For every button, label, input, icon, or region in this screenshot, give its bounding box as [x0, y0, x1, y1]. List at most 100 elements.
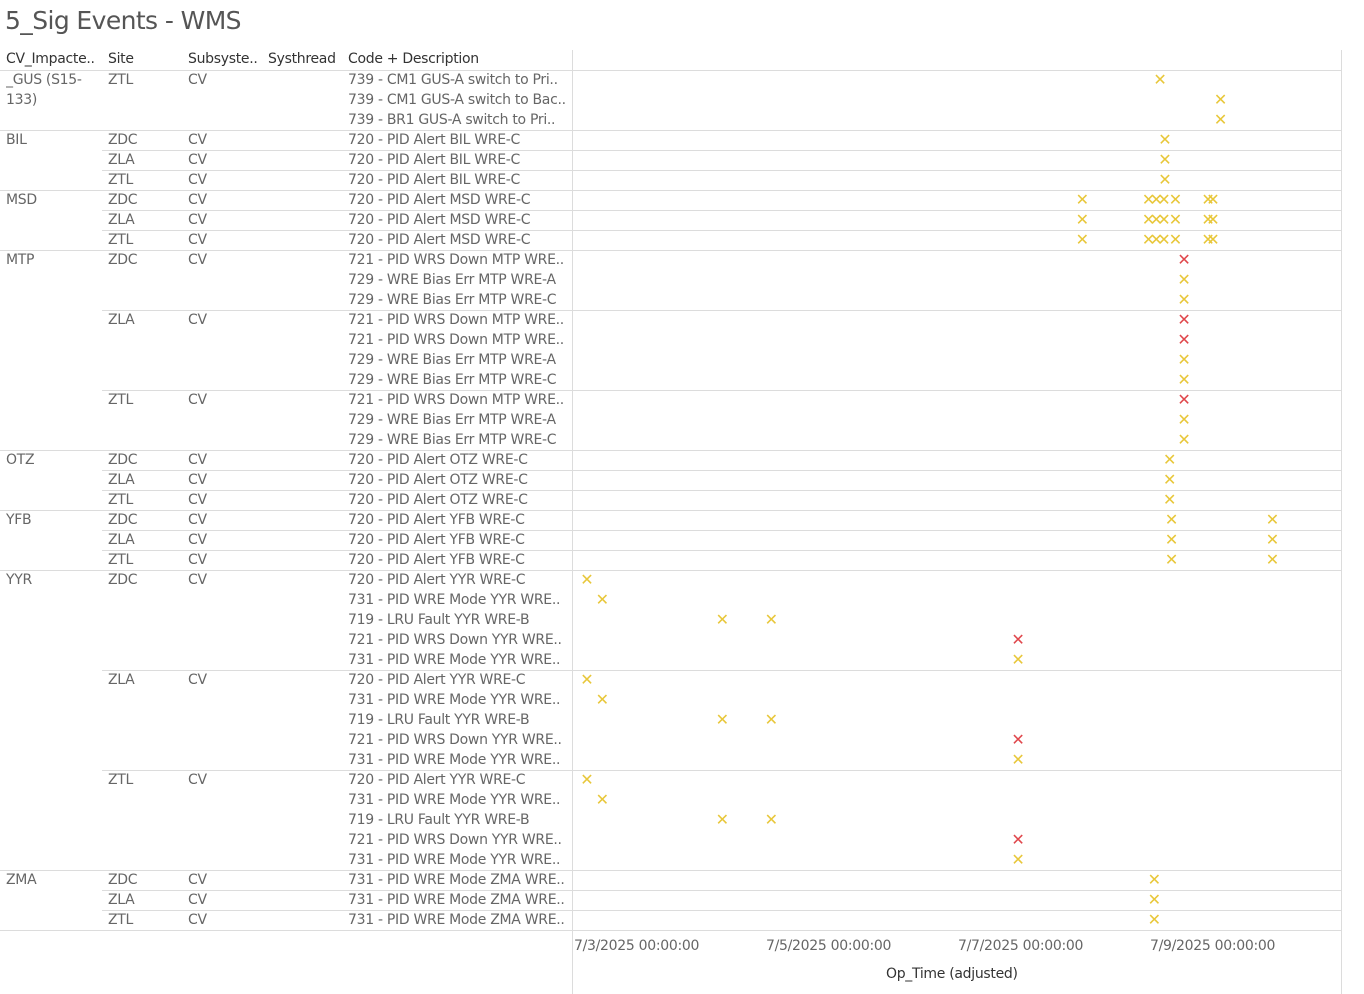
- event-mark-warning[interactable]: ✕: [1075, 230, 1090, 249]
- event-mark-warning[interactable]: ✕: [1075, 210, 1090, 229]
- code-description-label[interactable]: 731 - PID WRE Mode ZMA WRE..: [348, 872, 565, 888]
- event-mark-warning[interactable]: ✕: [1201, 210, 1215, 229]
- code-description-label[interactable]: 720 - PID Alert YYR WRE-C: [348, 672, 526, 688]
- event-mark-warning[interactable]: ✕: [1206, 210, 1220, 229]
- event-mark-critical[interactable]: ✕: [1177, 310, 1191, 329]
- code-description-label[interactable]: 720 - PID Alert MSD WRE-C: [348, 212, 531, 228]
- code-description-label[interactable]: 731 - PID WRE Mode ZMA WRE..: [348, 892, 565, 908]
- code-description-label[interactable]: 720 - PID Alert MSD WRE-C: [348, 192, 531, 208]
- event-mark-warning[interactable]: ✕: [764, 610, 779, 629]
- event-mark-warning[interactable]: ✕: [1164, 530, 1179, 549]
- event-mark-warning[interactable]: ✕: [1206, 230, 1220, 249]
- code-description-label[interactable]: 729 - WRE Bias Err MTP WRE-A: [348, 272, 556, 288]
- event-mark-warning[interactable]: ✕: [1011, 850, 1025, 869]
- header-code-description[interactable]: Code + Description: [348, 51, 479, 67]
- event-mark-warning[interactable]: ✕: [715, 610, 730, 629]
- code-description-label[interactable]: 721 - PID WRS Down YYR WRE..: [348, 632, 562, 648]
- event-mark-critical[interactable]: ✕: [1177, 330, 1191, 349]
- event-mark-warning[interactable]: ✕: [1149, 210, 1163, 229]
- code-description-label[interactable]: 720 - PID Alert YYR WRE-C: [348, 772, 526, 788]
- code-description-label[interactable]: 720 - PID Alert YFB WRE-C: [348, 512, 525, 528]
- code-description-label[interactable]: 720 - PID Alert BIL WRE-C: [348, 152, 520, 168]
- code-description-label[interactable]: 720 - PID Alert OTZ WRE-C: [348, 452, 528, 468]
- event-mark-warning[interactable]: ✕: [1157, 190, 1171, 209]
- header-cv-impacted[interactable]: CV_Impacte..: [6, 51, 95, 67]
- event-mark-warning[interactable]: ✕: [1158, 150, 1172, 169]
- code-description-label[interactable]: 720 - PID Alert OTZ WRE-C: [348, 492, 528, 508]
- code-description-label[interactable]: 720 - PID Alert YFB WRE-C: [348, 552, 525, 568]
- event-mark-warning[interactable]: ✕: [1265, 550, 1280, 569]
- event-mark-warning[interactable]: ✕: [1177, 410, 1191, 429]
- code-description-label[interactable]: 739 - BR1 GUS-A switch to Pri..: [348, 112, 556, 128]
- code-description-label[interactable]: 721 - PID WRS Down MTP WRE..: [348, 312, 564, 328]
- event-mark-warning[interactable]: ✕: [1157, 230, 1171, 249]
- code-description-label[interactable]: 729 - WRE Bias Err MTP WRE-A: [348, 412, 556, 428]
- event-mark-warning[interactable]: ✕: [595, 590, 610, 609]
- code-description-label[interactable]: 729 - WRE Bias Err MTP WRE-C: [348, 292, 557, 308]
- code-description-label[interactable]: 731 - PID WRE Mode YYR WRE..: [348, 652, 561, 668]
- code-description-label[interactable]: 731 - PID WRE Mode YYR WRE..: [348, 792, 561, 808]
- event-mark-critical[interactable]: ✕: [1011, 730, 1025, 749]
- event-mark-warning[interactable]: ✕: [1213, 90, 1228, 109]
- code-description-label[interactable]: 721 - PID WRS Down YYR WRE..: [348, 832, 562, 848]
- event-mark-warning[interactable]: ✕: [1164, 510, 1179, 529]
- code-description-label[interactable]: 729 - WRE Bias Err MTP WRE-C: [348, 432, 557, 448]
- code-description-label[interactable]: 721 - PID WRS Down YYR WRE..: [348, 732, 562, 748]
- header-subsystem[interactable]: Subsyste..: [188, 51, 258, 67]
- event-mark-warning[interactable]: ✕: [1177, 270, 1191, 289]
- code-description-label[interactable]: 731 - PID WRE Mode YYR WRE..: [348, 852, 561, 868]
- code-description-label[interactable]: 721 - PID WRS Down MTP WRE..: [348, 332, 564, 348]
- event-mark-warning[interactable]: ✕: [1149, 190, 1163, 209]
- code-description-label[interactable]: 739 - CM1 GUS-A switch to Pri..: [348, 72, 558, 88]
- event-mark-warning[interactable]: ✕: [1147, 910, 1162, 929]
- code-description-label[interactable]: 721 - PID WRS Down MTP WRE..: [348, 392, 564, 408]
- event-mark-critical[interactable]: ✕: [1177, 250, 1191, 269]
- event-mark-warning[interactable]: ✕: [764, 710, 779, 729]
- event-mark-warning[interactable]: ✕: [1164, 550, 1179, 569]
- event-mark-warning[interactable]: ✕: [595, 690, 610, 709]
- event-mark-warning[interactable]: ✕: [595, 790, 610, 809]
- event-mark-warning[interactable]: ✕: [764, 810, 779, 829]
- event-mark-critical[interactable]: ✕: [1011, 830, 1025, 849]
- event-mark-warning[interactable]: ✕: [1163, 450, 1177, 469]
- event-mark-warning[interactable]: ✕: [1153, 70, 1167, 89]
- event-mark-warning[interactable]: ✕: [580, 770, 594, 789]
- event-mark-warning[interactable]: ✕: [1149, 230, 1163, 249]
- code-description-label[interactable]: 731 - PID WRE Mode YYR WRE..: [348, 752, 561, 768]
- event-mark-critical[interactable]: ✕: [1011, 630, 1025, 649]
- code-description-label[interactable]: 720 - PID Alert YYR WRE-C: [348, 572, 526, 588]
- event-mark-warning[interactable]: ✕: [1201, 190, 1215, 209]
- code-description-label[interactable]: 731 - PID WRE Mode ZMA WRE..: [348, 912, 565, 928]
- event-mark-warning[interactable]: ✕: [1213, 110, 1228, 129]
- code-description-label[interactable]: 739 - CM1 GUS-A switch to Bac..: [348, 92, 566, 108]
- event-mark-warning[interactable]: ✕: [1201, 230, 1215, 249]
- event-mark-warning[interactable]: ✕: [1177, 430, 1191, 449]
- event-mark-warning[interactable]: ✕: [1141, 210, 1156, 229]
- event-mark-warning[interactable]: ✕: [1147, 870, 1162, 889]
- event-mark-warning[interactable]: ✕: [1147, 890, 1162, 909]
- code-description-label[interactable]: 731 - PID WRE Mode YYR WRE..: [348, 692, 561, 708]
- event-mark-warning[interactable]: ✕: [1157, 210, 1171, 229]
- code-description-label[interactable]: 720 - PID Alert BIL WRE-C: [348, 132, 520, 148]
- event-mark-warning[interactable]: ✕: [1011, 750, 1025, 769]
- event-mark-warning[interactable]: ✕: [1158, 130, 1172, 149]
- code-description-label[interactable]: 719 - LRU Fault YYR WRE-B: [348, 612, 530, 628]
- event-mark-warning[interactable]: ✕: [580, 670, 594, 689]
- code-description-label[interactable]: 720 - PID Alert YFB WRE-C: [348, 532, 525, 548]
- code-description-label[interactable]: 729 - WRE Bias Err MTP WRE-A: [348, 352, 556, 368]
- code-description-label[interactable]: 721 - PID WRS Down MTP WRE..: [348, 252, 564, 268]
- code-description-label[interactable]: 729 - WRE Bias Err MTP WRE-C: [348, 372, 557, 388]
- event-mark-warning[interactable]: ✕: [1141, 230, 1156, 249]
- event-mark-warning[interactable]: ✕: [1177, 370, 1191, 389]
- event-mark-warning[interactable]: ✕: [1163, 490, 1177, 509]
- event-mark-warning[interactable]: ✕: [1177, 290, 1191, 309]
- header-site[interactable]: Site: [108, 51, 134, 67]
- code-description-label[interactable]: 720 - PID Alert BIL WRE-C: [348, 172, 520, 188]
- event-mark-warning[interactable]: ✕: [715, 710, 730, 729]
- code-description-label[interactable]: 731 - PID WRE Mode YYR WRE..: [348, 592, 561, 608]
- event-mark-warning[interactable]: ✕: [1141, 190, 1156, 209]
- header-systhread[interactable]: Systhread: [268, 51, 336, 67]
- event-mark-warning[interactable]: ✕: [1177, 350, 1191, 369]
- event-mark-warning[interactable]: ✕: [1075, 190, 1090, 209]
- code-description-label[interactable]: 720 - PID Alert OTZ WRE-C: [348, 472, 528, 488]
